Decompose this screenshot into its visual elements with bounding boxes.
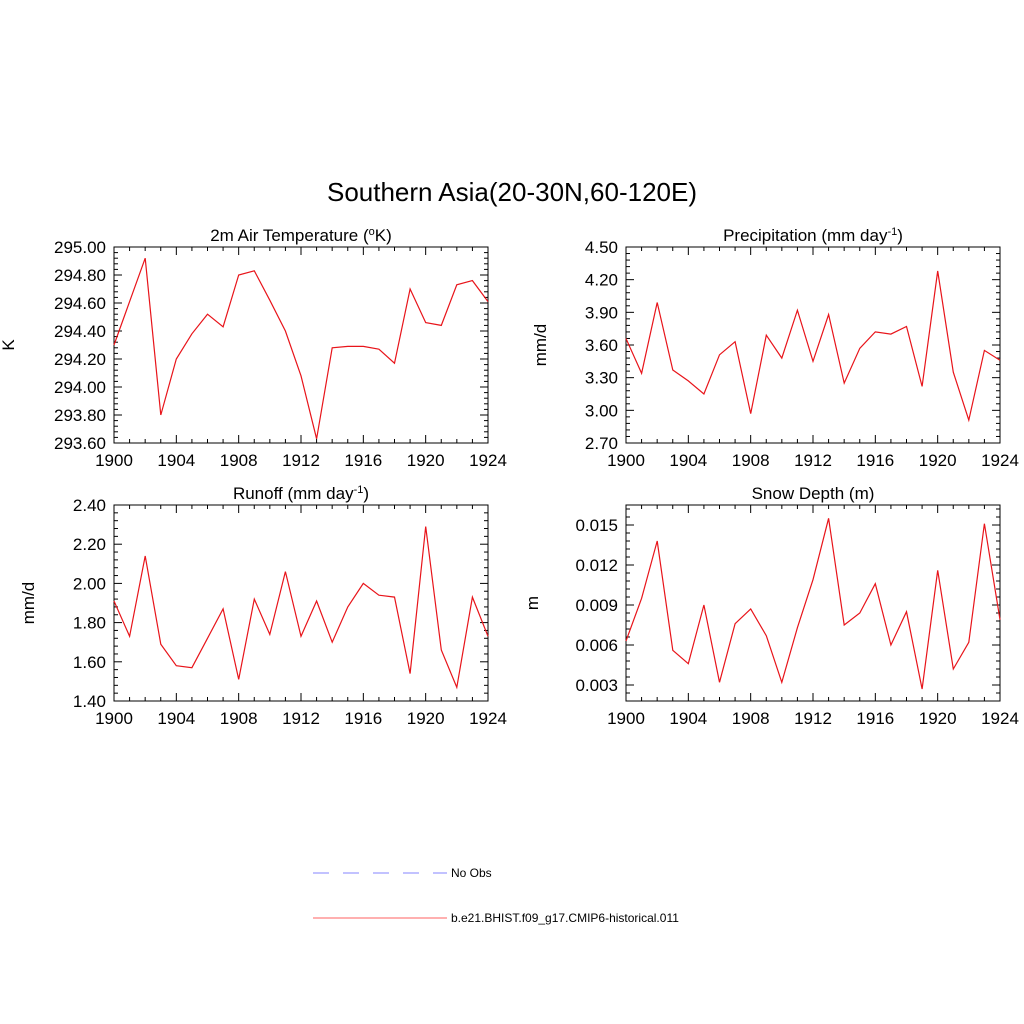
x-tick-label: 1908	[220, 451, 258, 470]
y-tick-label: 294.80	[54, 266, 106, 285]
y-tick-label: 295.00	[54, 238, 106, 257]
x-tick-label: 1920	[407, 451, 445, 470]
y-tick-label: 294.00	[54, 378, 106, 397]
panel-1: 2m Air Temperature (oK) K 1900 1904 1908 1912…	[0, 226, 507, 470]
x-tick-label: 1924	[981, 709, 1019, 728]
x-tick-label: 1924	[469, 709, 507, 728]
y-tick-label: 3.90	[585, 303, 618, 322]
legend-model-label: b.e21.BHIST.f09_g17.CMIP6-historical.011	[451, 911, 679, 925]
y-tick-label: 2.20	[73, 535, 106, 554]
y-tick-label: 0.015	[575, 516, 618, 535]
x-tick-label: 1924	[469, 451, 507, 470]
y-tick-label: 1.80	[73, 614, 106, 633]
series-line	[625, 270, 1001, 423]
legend-no-obs-label: No Obs	[451, 866, 492, 880]
y-tick-label: 294.60	[54, 294, 106, 313]
x-tick-label: 1912	[794, 451, 832, 470]
x-tick-label: 1912	[282, 451, 320, 470]
y-tick-label: 0.006	[575, 636, 618, 655]
x-tick-label: 1908	[732, 451, 770, 470]
y-tick-label: 3.00	[585, 401, 618, 420]
series-line	[625, 518, 1001, 690]
x-tick-label: 1916	[344, 451, 382, 470]
y-axis-label: mm/d	[19, 582, 38, 625]
plot-frame	[113, 504, 489, 702]
x-tick-label: 1908	[220, 709, 258, 728]
x-tick-label: 1916	[344, 709, 382, 728]
x-tick-label: 1912	[282, 709, 320, 728]
y-tick-label: 0.012	[575, 556, 618, 575]
x-tick-label: 1904	[669, 709, 707, 728]
x-tick-label: 1904	[157, 709, 195, 728]
y-tick-label: 2.40	[73, 496, 106, 515]
x-tick-label: 1916	[856, 709, 894, 728]
y-tick-label: 294.40	[54, 322, 106, 341]
panel-4: Snow Depth (m) m 1900 1904 1908 1912 1916 1920 1…	[523, 484, 1019, 728]
panel-title: Precipitation (mm day-1)	[723, 226, 903, 245]
y-tick-label: 3.60	[585, 336, 618, 355]
x-tick-label: 1920	[919, 709, 957, 728]
x-tick-label: 1904	[157, 451, 195, 470]
x-tick-label: 1904	[669, 451, 707, 470]
y-tick-label: 293.80	[54, 406, 106, 425]
y-tick-label: 0.009	[575, 596, 618, 615]
y-tick-label: 1.40	[73, 692, 106, 711]
panel-title: Runoff (mm day-1)	[233, 484, 369, 503]
y-tick-label: 0.003	[575, 676, 618, 695]
x-tick-label: 1900	[95, 451, 133, 470]
figure-title: Southern Asia(20-30N,60-120E)	[327, 177, 697, 207]
x-tick-label: 1920	[919, 451, 957, 470]
panels: 2m Air Temperature (oK) K 1900 1904 1908 1912…	[0, 226, 1019, 728]
panel-title: Snow Depth (m)	[752, 484, 875, 503]
legend: No Obs b.e21.BHIST.f09_g17.CMIP6-histori…	[313, 866, 679, 925]
x-tick-label: 1900	[607, 709, 645, 728]
panel-3: Runoff (mm day-1) mm/d 1900 1904 1908 1912 191…	[19, 484, 507, 728]
series-line	[113, 526, 489, 690]
x-tick-label: 1916	[856, 451, 894, 470]
x-tick-label: 1908	[732, 709, 770, 728]
y-tick-label: 4.20	[585, 271, 618, 290]
x-tick-label: 1912	[794, 709, 832, 728]
panel-title: 2m Air Temperature (oK)	[210, 226, 392, 245]
x-tick-label: 1900	[607, 451, 645, 470]
plot-frame	[625, 504, 1001, 702]
y-tick-label: 2.00	[73, 574, 106, 593]
plot-frame	[625, 246, 1001, 444]
y-tick-label: 3.30	[585, 369, 618, 388]
y-axis-label: mm/d	[531, 324, 550, 367]
y-axis-label: m	[523, 596, 542, 610]
panel-2: Precipitation (mm day-1) mm/d 1900 1904 1908…	[531, 226, 1019, 470]
x-tick-label: 1924	[981, 451, 1019, 470]
y-tick-label: 294.20	[54, 350, 106, 369]
y-tick-label: 2.70	[585, 434, 618, 453]
x-tick-label: 1900	[95, 709, 133, 728]
series-line	[113, 257, 489, 439]
y-tick-label: 293.60	[54, 434, 106, 453]
x-tick-label: 1920	[407, 709, 445, 728]
plot-frame	[113, 246, 489, 444]
y-tick-label: 1.60	[73, 653, 106, 672]
y-tick-label: 4.50	[585, 238, 618, 257]
y-axis-label: K	[0, 339, 18, 351]
